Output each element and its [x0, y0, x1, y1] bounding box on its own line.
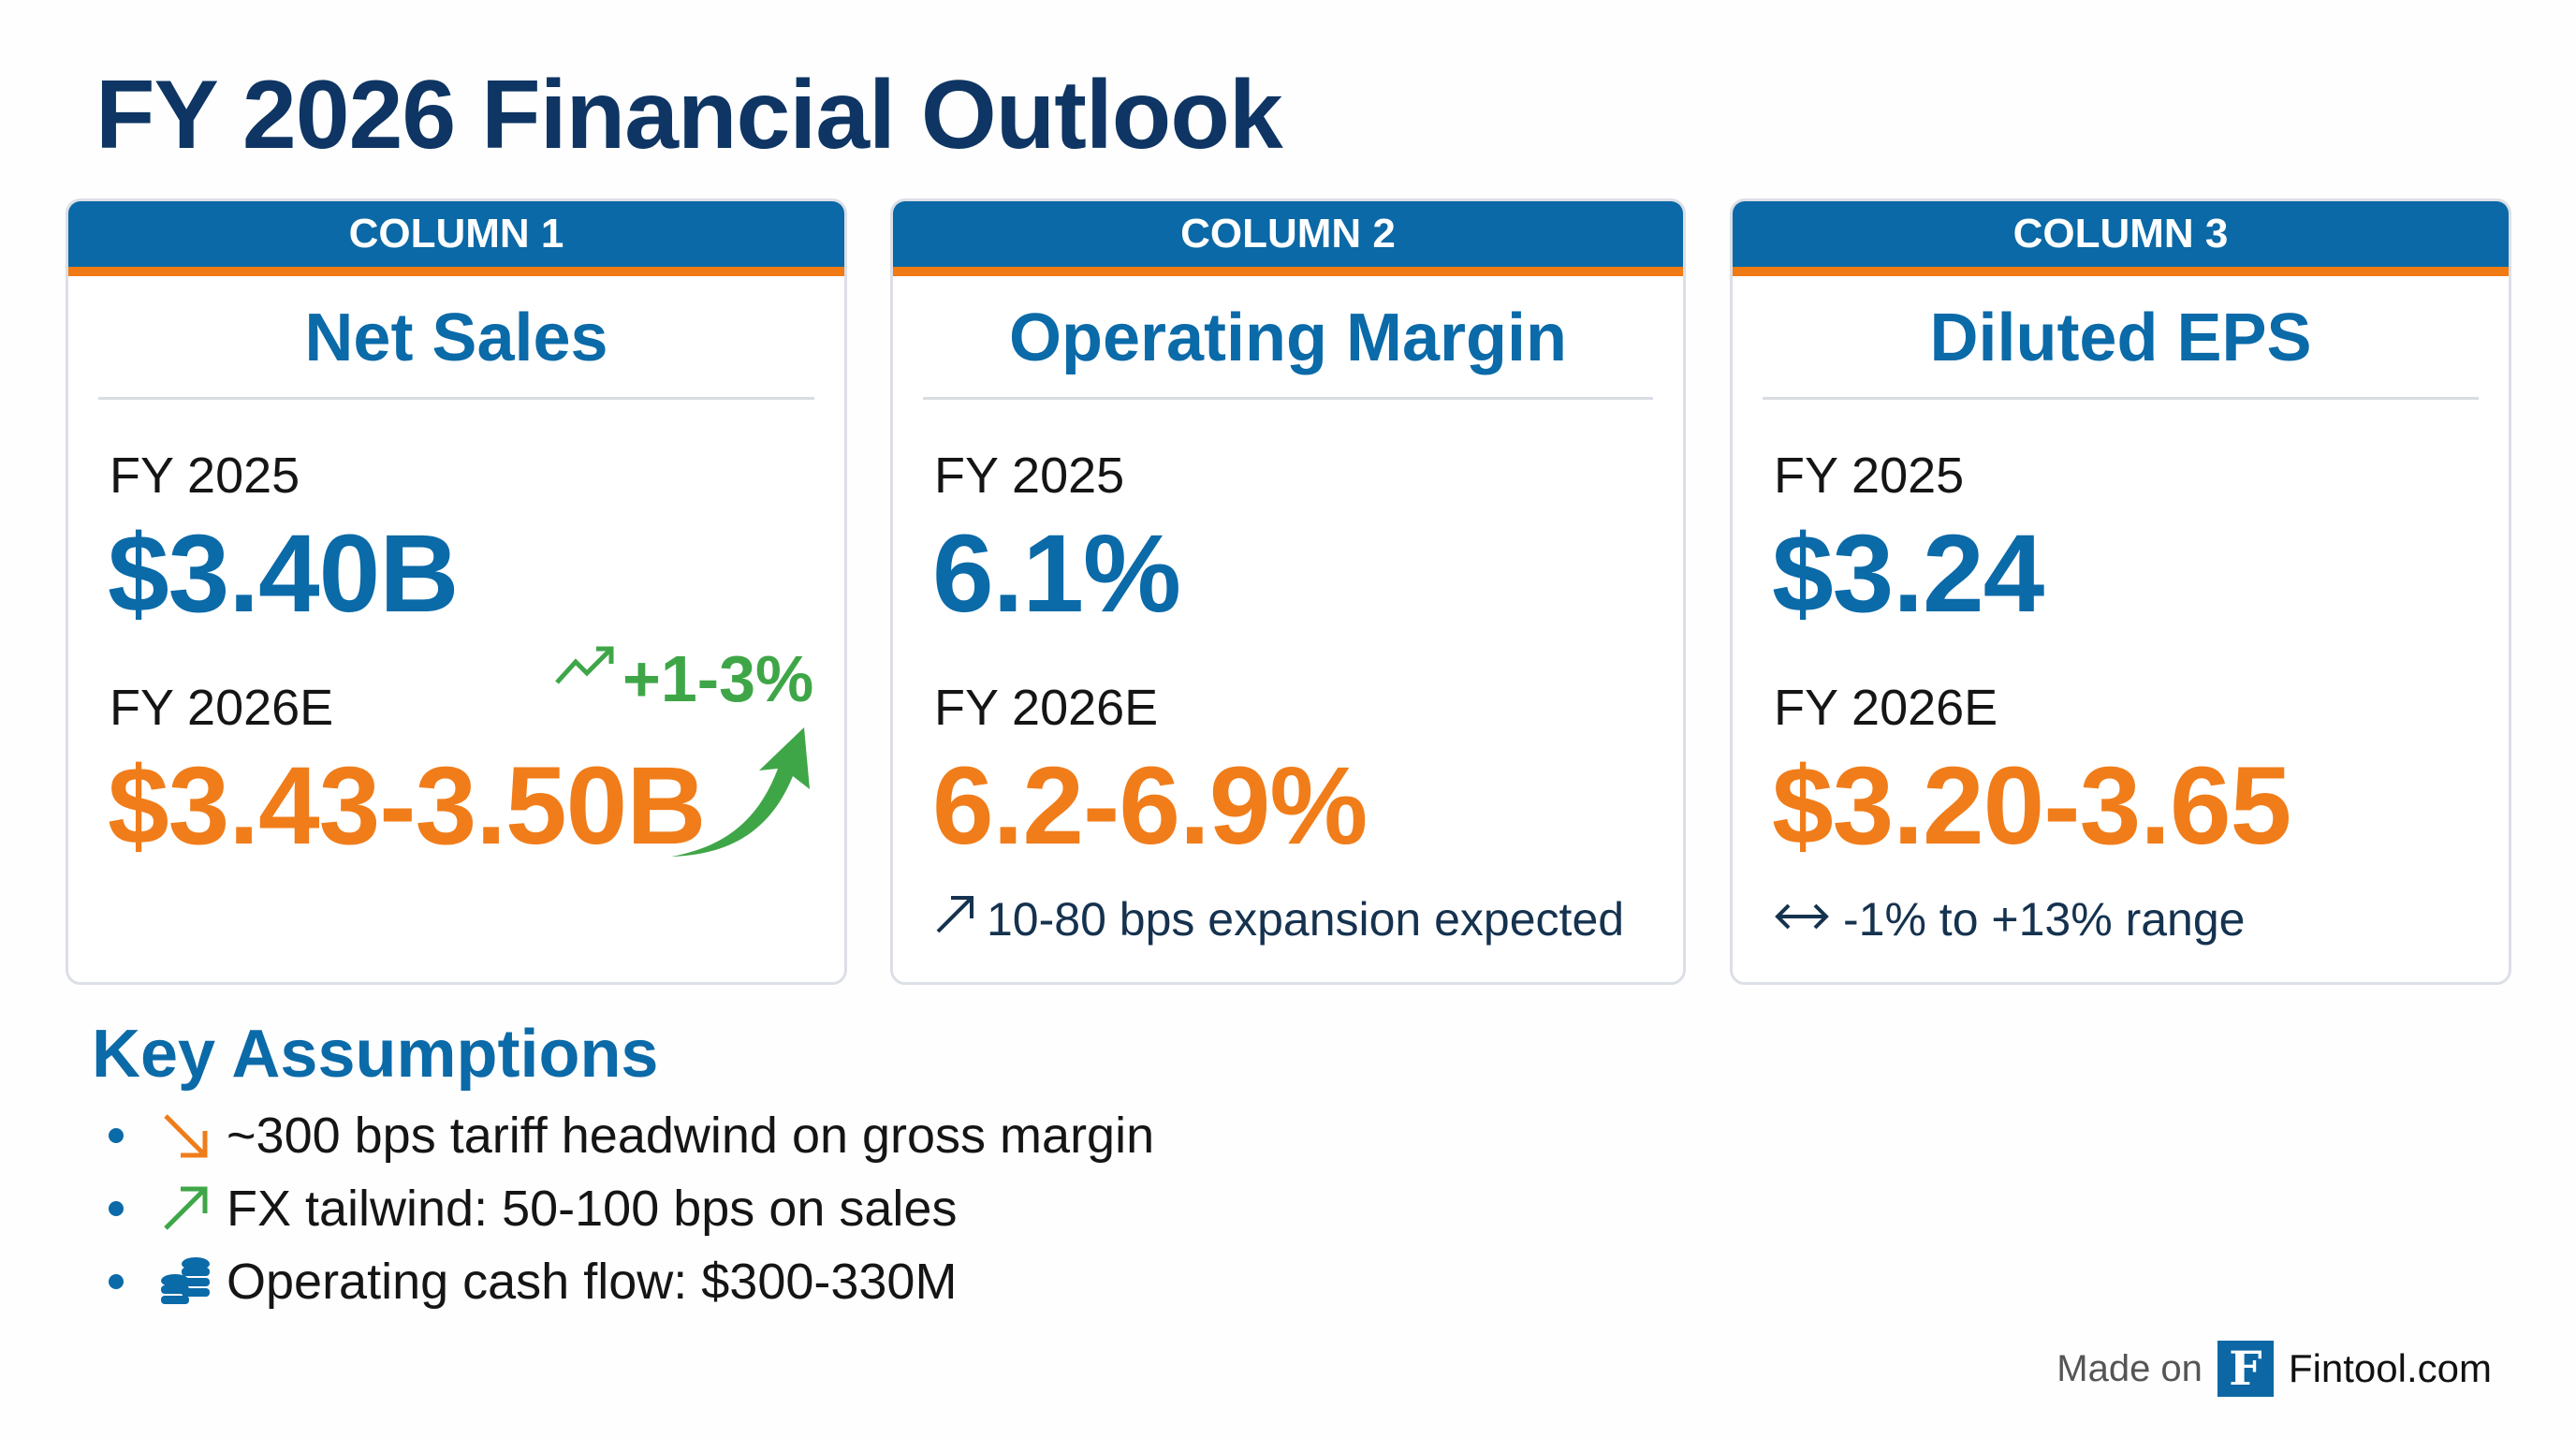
trending-up-icon: [553, 641, 619, 688]
key-assumptions-title: Key Assumptions: [92, 1017, 659, 1092]
prior-year-value: $3.24: [1772, 512, 2044, 636]
brand-link[interactable]: Fintool.com: [2288, 1346, 2492, 1390]
bullet-dot: [109, 1274, 124, 1289]
estimate-value: 6.2-6.9%: [932, 744, 1368, 868]
prior-year-label: FY 2025: [1774, 448, 1965, 504]
prior-year-value: $3.40B: [108, 512, 460, 636]
assumption-text: Operating cash flow: $300-330M: [227, 1254, 958, 1310]
arrow-down-right-icon: [157, 1108, 213, 1164]
card-operating-margin: COLUMN 2 Operating Margin FY 2025 6.1% F…: [890, 198, 1686, 985]
note: 10-80 bps expansion expected: [934, 892, 1624, 946]
metric-title: Net Sales: [304, 301, 608, 375]
bullet-dot: [109, 1201, 124, 1216]
arrow-left-right-icon: [1774, 892, 1843, 946]
made-on-label: Made on: [2056, 1347, 2203, 1389]
divider: [923, 397, 1653, 400]
growth-badge: +1-3%: [622, 642, 814, 715]
card-header: COLUMN 1: [68, 201, 844, 276]
arrow-up-right-icon: [934, 892, 987, 946]
fintool-logo: F: [2217, 1341, 2274, 1397]
footer-branding: Made on F Fintool.com: [2056, 1341, 2492, 1397]
list-item: FX tailwind: 50-100 bps on sales: [109, 1180, 957, 1238]
metric-title: Diluted EPS: [1929, 301, 2312, 375]
estimate-label: FY 2026E: [110, 680, 334, 736]
metric-title: Operating Margin: [1008, 301, 1568, 375]
note-text: 10-80 bps expansion expected: [987, 893, 1625, 946]
list-item: Operating cash flow: $300-330M: [109, 1253, 957, 1311]
estimate-label: FY 2026E: [934, 680, 1159, 736]
card-diluted-eps: COLUMN 3 Diluted EPS FY 2025 $3.24 FY 20…: [1730, 198, 2511, 985]
assumption-text: ~300 bps tariff headwind on gross margin: [227, 1108, 1155, 1164]
bullet-dot: [109, 1128, 124, 1143]
prior-year-label: FY 2025: [110, 448, 300, 504]
divider: [1763, 397, 2479, 400]
divider: [98, 397, 814, 400]
coins-icon: [157, 1254, 213, 1310]
estimate-label: FY 2026E: [1774, 680, 1998, 736]
prior-year-value: 6.1%: [932, 512, 1181, 636]
list-item: ~300 bps tariff headwind on gross margin: [109, 1107, 1154, 1165]
note-text: -1% to +13% range: [1843, 893, 2246, 946]
arrow-up-right-icon: [157, 1181, 213, 1237]
estimate-value: $3.20-3.65: [1772, 744, 2291, 868]
page-title: FY 2026 Financial Outlook: [95, 61, 1283, 169]
card-header: COLUMN 2: [893, 201, 1683, 276]
prior-year-label: FY 2025: [934, 448, 1125, 504]
estimate-value: $3.43-3.50B: [108, 744, 706, 868]
curved-up-arrow-icon: [667, 724, 817, 864]
assumption-text: FX tailwind: 50-100 bps on sales: [227, 1181, 958, 1237]
card-header: COLUMN 3: [1733, 201, 2509, 276]
note: -1% to +13% range: [1774, 892, 2245, 946]
card-net-sales: COLUMN 1 Net Sales FY 2025 $3.40B FY 202…: [66, 198, 847, 985]
